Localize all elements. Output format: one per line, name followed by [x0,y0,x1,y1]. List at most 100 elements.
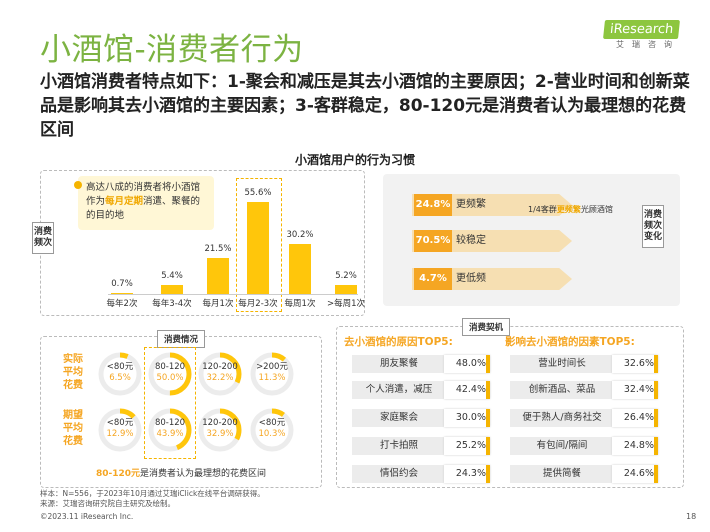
reason-label: 家庭聚会 [352,409,446,427]
change-label: 更低频 [456,273,486,284]
reason-value: 24.3% [444,465,490,483]
donut-range: >200元 [256,362,288,372]
freq-bar-value: 30.2% [286,230,314,241]
spending-foot-text: 是消费者认为最理想的花费区间 [140,469,267,479]
donut-ring [198,408,242,452]
factor-label: 营业时间长 [510,355,614,373]
donut-pct: 43.9% [156,429,184,439]
donut-arc [98,352,142,396]
freq-bar-category: 每月1次 [202,299,234,309]
donut-text: <80元 12.9% [98,418,142,440]
highlight-box [236,178,282,312]
donut-arc [148,352,192,396]
change-pct: 24.8% [414,194,452,216]
change-note-highlight: 更频繁 [556,205,581,214]
change-vlabel: 消费频次变化 [642,205,664,248]
change-note-pre: 1/4客群 [528,205,557,214]
iresearch-logo: iResearch 艾瑞咨询 [603,20,688,50]
donut-text: 80-120 50.0% [148,362,192,384]
change-note-post: 光顾酒馆 [580,205,613,214]
freq-bar [247,202,269,294]
reason-label: 朋友聚餐 [352,355,446,373]
freq-bar-category: 每周1次 [284,299,316,309]
donut-text: 120-200 32.2% [198,362,242,384]
section-title: 小酒馆用户的行为习惯 [294,153,415,167]
reason-value: 48.0% [444,355,490,373]
freq-bar [161,285,183,294]
page-number: 18 [686,512,697,521]
reason-label: 情侣约会 [352,465,446,483]
frequency-note-highlight: 每月定期 [105,196,144,207]
reason-label: 个人消遣，减压 [352,381,446,399]
change-label: 较稳定 [456,235,486,246]
spending-donut: <80元 10.3% [250,408,294,452]
spending-tag: 消费情况 [157,330,206,348]
page-subtitle: 小酒馆消费者特点如下：1-聚会和减压是其去小酒馆的主要原因；2-营业时间和创新菜… [40,72,690,140]
donut-pct: 32.9% [206,429,234,439]
change-arrow [412,194,572,216]
factor-value: 24.6% [612,465,658,483]
factor-value: 24.8% [612,437,658,455]
logo-brand: iResearch [603,20,681,39]
donut-ring [250,408,294,452]
spending-donut: >200元 11.3% [250,352,294,396]
factors-title: 影响去小酒馆的因素TOP5: [505,336,635,348]
donut-range: <80元 [106,418,134,428]
donut-range: 80-120 [154,362,186,372]
donut-pct: 6.5% [109,373,131,383]
spending-donut: 120-200 32.2% [198,352,242,396]
spending-donut: 80-120 50.0% [148,352,192,396]
donut-text: 120-200 32.9% [198,418,242,440]
source-line-1: 样本：N=556，于2023年10月通过艾瑞iClick在线平台调研获得。 [40,489,265,498]
factor-label: 便于熟人/商务社交 [510,409,614,427]
spending-highlight-box [144,347,196,459]
freq-bar-category: 每年3-4次 [152,299,192,309]
freq-bar-category: >每周1次 [326,299,366,309]
factor-label: 创新酒品、菜品 [510,381,614,399]
factor-label: 提供简餐 [510,465,614,483]
freq-bar [289,244,311,294]
freq-bar-category: 每年2次 [106,299,138,309]
donut-pct: 10.3% [258,429,286,439]
donut-ring [250,352,294,396]
spending-foot-highlight: 80-120元 [95,469,141,479]
freq-bar [207,258,229,294]
freq-bar-value: 0.7% [111,278,133,289]
reasons-title: 去小酒馆的原因TOP5: [344,336,453,348]
motives-panel [336,326,684,488]
donut-ring [148,352,192,396]
freq-bar-value: 55.6% [244,188,272,198]
reason-label: 打卡拍照 [352,437,446,455]
frequency-note: 高达八成的消费者将小酒馆作为每月定期消遣、聚餐的的目的地 [78,176,214,230]
donut-pct: 12.9% [106,429,134,439]
spending-footnote: 80-120元是消费者认为最理想的花费区间 [40,466,322,479]
frequency-vlabel: 消费频次 [32,222,54,254]
donut-ring [148,408,192,452]
factor-label: 有包间/隔间 [510,437,614,455]
change-pct: 4.7% [414,268,452,290]
x-axis [108,294,358,295]
donut-pct: 32.2% [206,373,234,383]
freq-bar-value: 21.5% [204,244,232,255]
spending-donut: 120-200 32.9% [198,408,242,452]
freq-bar [335,285,357,294]
freq-bar [111,292,133,294]
motives-tag: 消费契机 [462,318,511,336]
spending-row-label: 期望平均花费 [63,410,83,447]
source-note: 样本：N=556，于2023年10月通过艾瑞iClick在线平台调研获得。 来源… [40,489,265,509]
donut-ring [98,352,142,396]
factor-value: 26.4% [612,409,658,427]
reason-value: 30.0% [444,409,490,427]
donut-arc [198,408,242,452]
donut-pct: 11.3% [258,373,286,383]
change-arrow [412,230,572,252]
freq-bar-category: 每月2-3次 [238,299,278,309]
reason-value: 42.4% [444,381,490,399]
donut-ring [198,352,242,396]
factor-value: 32.4% [612,381,658,399]
change-note: 1/4客群更频繁光顾酒馆 [528,204,613,215]
donut-pct: 50.0% [156,373,184,383]
donut-text: <80元 6.5% [98,362,142,384]
spending-donut: 80-120 43.9% [148,408,192,452]
donut-text: <80元 10.3% [250,418,294,440]
